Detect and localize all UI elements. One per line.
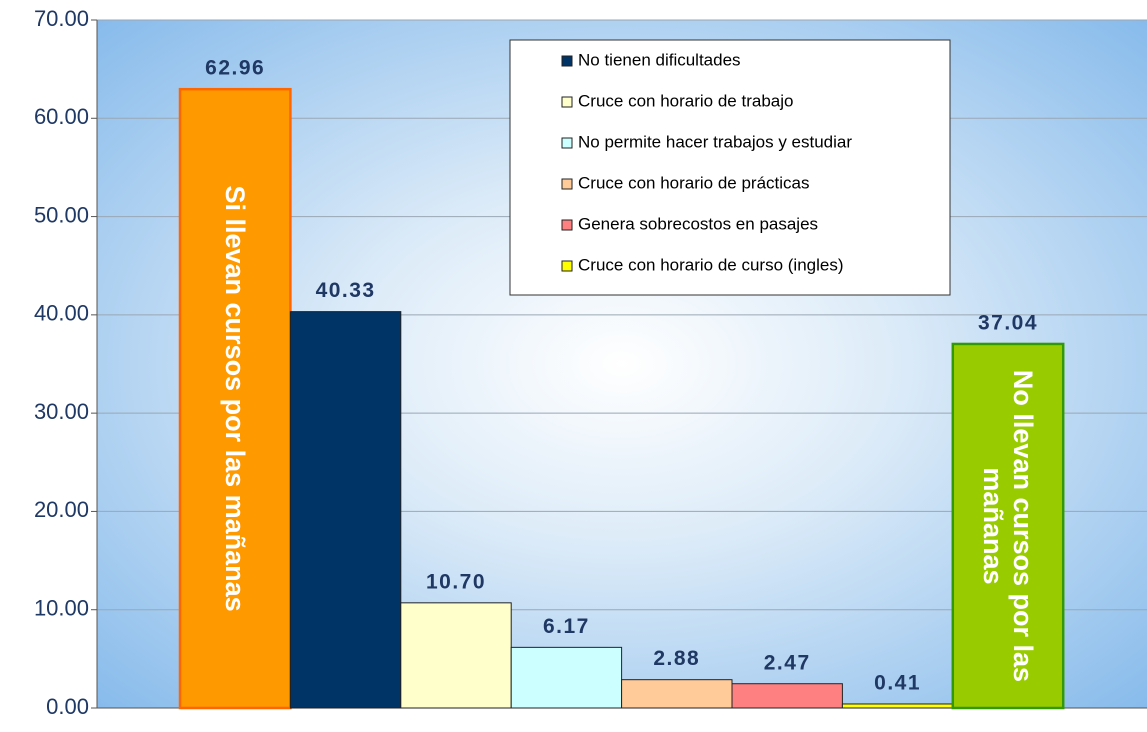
legend-label: No permite hacer trabajos y estudiar <box>578 132 852 151</box>
y-tick-label: 40.00 <box>34 301 89 326</box>
bar-inner-label: Si llevan cursos por las mañanas <box>220 185 251 612</box>
y-tick-label: 20.00 <box>34 497 89 522</box>
bar <box>841 703 954 709</box>
bar <box>510 646 623 709</box>
bar-inner-label-box: No llevan cursos por las mañanas <box>978 369 1039 683</box>
legend-label: Genera sobrecostos en pasajes <box>578 214 818 233</box>
value-label: 37.04 <box>978 311 1038 334</box>
y-tick-label: 0.00 <box>46 694 89 719</box>
legend-swatch <box>561 55 573 67</box>
legend-swatch <box>561 137 573 149</box>
value-label: 6.17 <box>543 615 590 638</box>
bar <box>731 683 843 709</box>
value-label: 10.70 <box>426 570 486 593</box>
y-tick-label: 70.00 <box>34 6 89 31</box>
legend-label: Cruce con horario de prácticas <box>578 173 810 192</box>
bar-inner-label-box: Si llevan cursos por las mañanas <box>220 185 251 612</box>
y-tick-label: 50.00 <box>34 202 89 227</box>
y-tick-label: 10.00 <box>34 596 89 621</box>
bar <box>951 342 1065 710</box>
legend-label: Cruce con horario de curso (ingles) <box>578 255 844 274</box>
legend-swatch <box>561 260 573 272</box>
y-tick-label: 30.00 <box>34 399 89 424</box>
value-label: 2.47 <box>764 651 811 674</box>
legend-label: Cruce con horario de trabajo <box>578 91 793 110</box>
value-label: 0.41 <box>874 672 921 695</box>
legend-label: No tienen dificultades <box>578 50 741 69</box>
value-label: 62.96 <box>205 57 265 80</box>
bar <box>400 602 512 709</box>
legend-box <box>509 39 951 296</box>
legend-swatch <box>561 219 573 231</box>
value-label: 2.88 <box>653 647 700 670</box>
bar <box>289 311 402 709</box>
legend-swatch <box>561 178 573 190</box>
legend-swatch <box>561 96 573 108</box>
bar-inner-label: No llevan cursos por las mañanas <box>978 369 1039 683</box>
bar <box>621 679 733 709</box>
y-tick-label: 60.00 <box>34 104 89 129</box>
value-label: 40.33 <box>316 279 376 302</box>
